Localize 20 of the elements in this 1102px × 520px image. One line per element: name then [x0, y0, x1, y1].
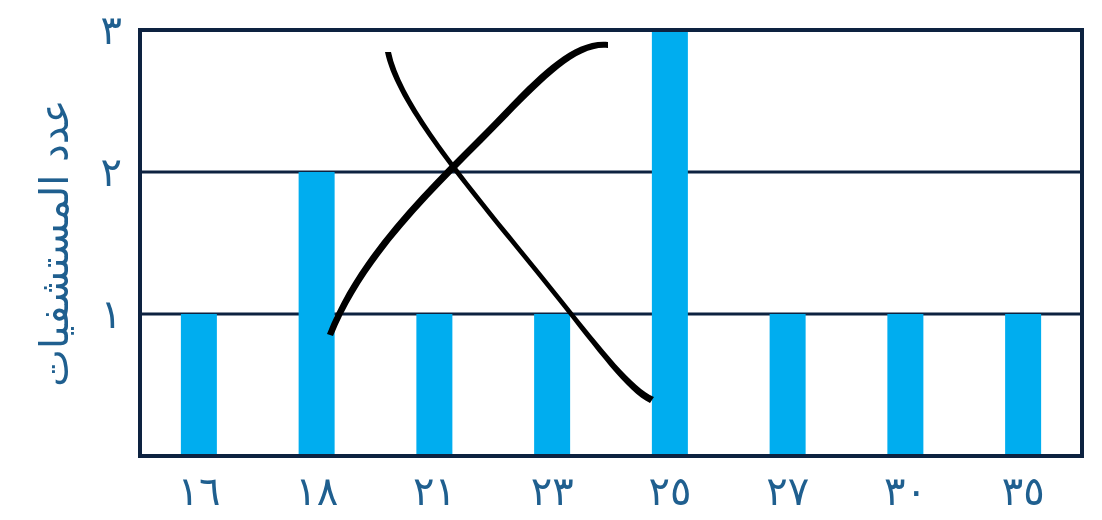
x-tick-label: ٣٥ [1001, 468, 1045, 514]
x-tick-label: ١٨ [295, 468, 339, 514]
bar [298, 172, 335, 456]
bar [651, 30, 688, 456]
y-axis-title: عدد المستشفيات [31, 99, 77, 387]
x-tick-label: ١٦ [177, 468, 221, 514]
bar [887, 314, 924, 456]
y-tick-label: ١ [100, 291, 122, 337]
y-tick-label: ٣ [100, 7, 122, 53]
bar [416, 314, 453, 456]
y-tick-label: ٢ [100, 149, 122, 195]
bar [1005, 314, 1042, 456]
x-tick-label: ٣٠ [883, 468, 927, 514]
bar [180, 314, 217, 456]
bar [769, 314, 806, 456]
bar [534, 314, 571, 456]
x-tick-label: ٢٣ [530, 468, 574, 514]
x-tick-label: ٢١ [412, 468, 456, 514]
x-tick-label: ٢٧ [766, 468, 810, 514]
x-tick-label: ٢٥ [648, 468, 692, 514]
